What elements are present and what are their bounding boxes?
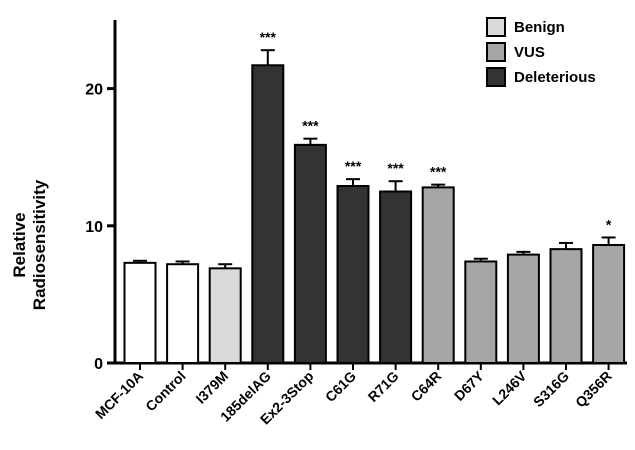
x-tick-label: I379M: [192, 368, 231, 407]
y-axis-label: Relative Radiosensitivity: [10, 179, 49, 311]
x-tick-label: R71G: [365, 368, 402, 405]
x-tick-label: Q356R: [572, 368, 615, 411]
legend-swatch: [486, 42, 506, 62]
y-tick-label: 0: [94, 356, 103, 373]
y-tick-label: 10: [85, 219, 103, 236]
legend: Benign VUS Deleterious: [486, 17, 596, 87]
bar-i379m: [208, 267, 242, 364]
legend-label: Benign: [514, 19, 565, 36]
x-tick-label: C61G: [322, 368, 359, 405]
bar-l246v: [506, 253, 540, 364]
bar-r71g: [379, 190, 413, 364]
bar-s316g: [549, 248, 583, 364]
significance-label: *: [606, 216, 612, 232]
significance-label: ***: [345, 158, 362, 174]
significance-label: ***: [302, 118, 319, 134]
significance-label: ***: [430, 164, 447, 180]
x-tick-label: S316G: [530, 368, 572, 410]
x-tick-label: D67Y: [451, 367, 488, 404]
bar-q356r: [592, 244, 626, 364]
significance-label: ***: [387, 160, 404, 176]
legend-label: VUS: [514, 44, 545, 61]
bar-c64r: [421, 186, 455, 364]
significance-label: ***: [260, 29, 277, 45]
bar-c61g: [336, 185, 370, 364]
x-tick-label: L246V: [489, 367, 530, 408]
bar-185delag: [251, 64, 285, 364]
legend-swatch: [486, 17, 506, 37]
bar-mcf-10a: [123, 261, 157, 364]
bar-control: [166, 263, 200, 364]
bars: ********* *** ****: [123, 29, 626, 364]
legend-label: Deleterious: [514, 69, 596, 86]
y-tick-label: 20: [85, 82, 103, 99]
x-tick-label: MCF-10A: [92, 368, 146, 422]
x-tick-label: Control: [142, 368, 189, 415]
legend-swatch: [486, 67, 506, 87]
x-tick-label: C64R: [408, 368, 445, 405]
bar-ex2-3stop: [293, 143, 327, 364]
bar-d67y: [464, 260, 498, 364]
